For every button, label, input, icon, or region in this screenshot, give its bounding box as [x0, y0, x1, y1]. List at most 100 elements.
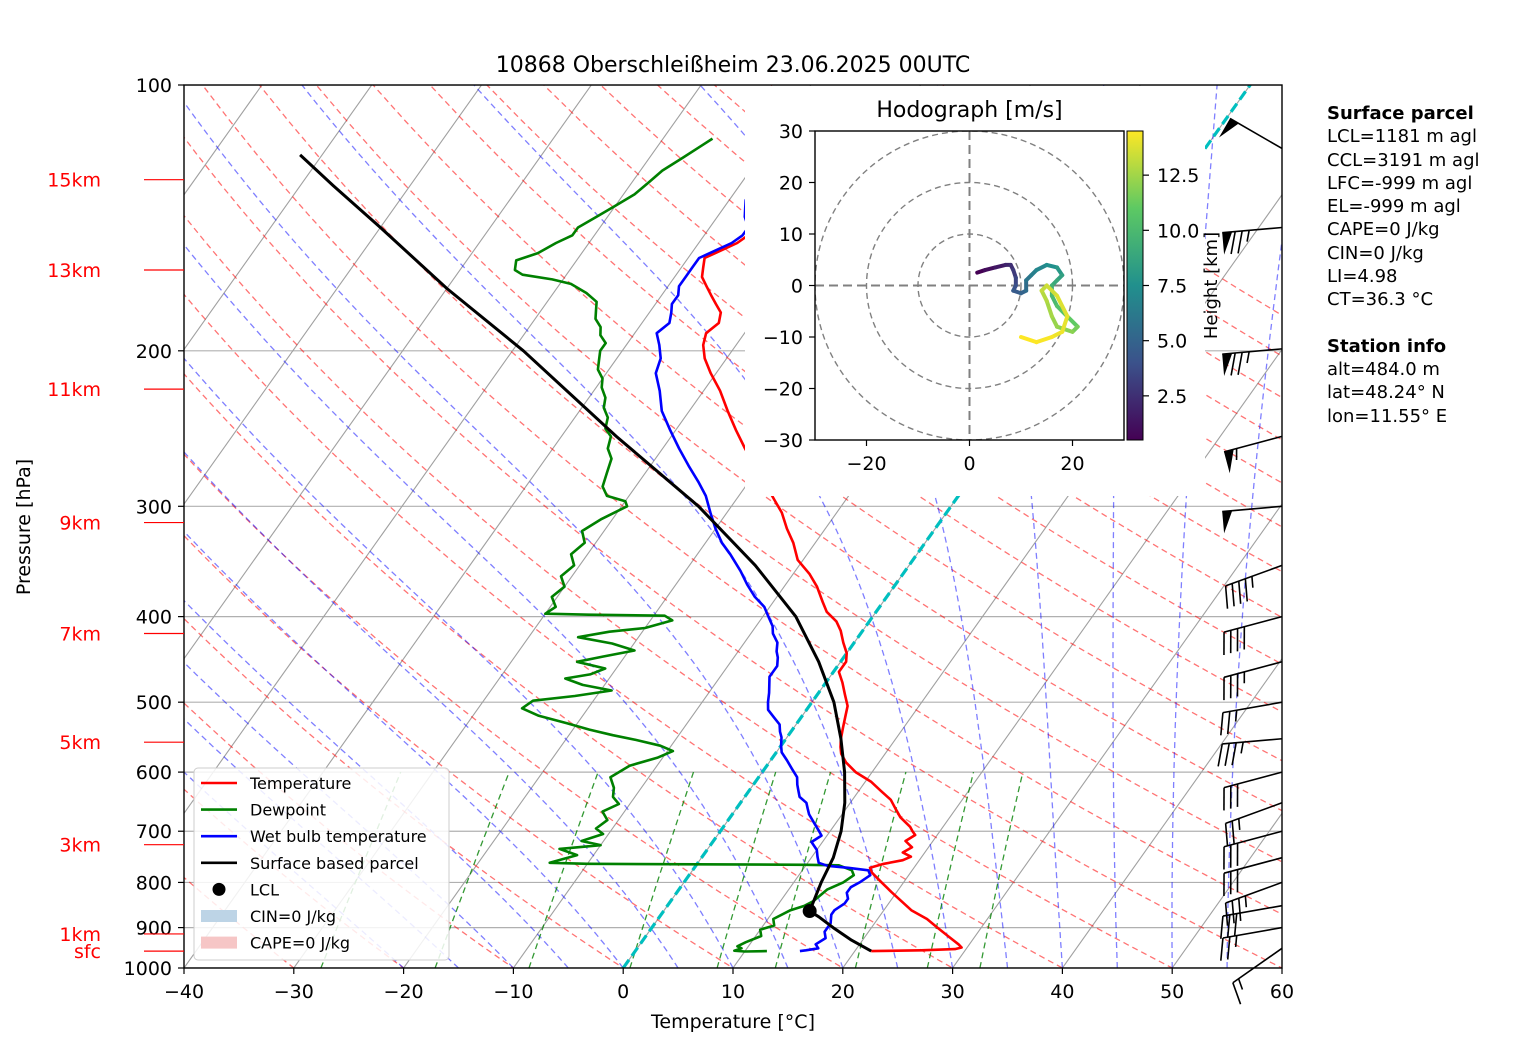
info-line-ccl: CCL=3191 m agl: [1327, 149, 1480, 171]
wind-barbs: [1217, 117, 1283, 1005]
wind-barb: [1222, 348, 1283, 376]
barb-flag: [1222, 231, 1233, 255]
y-tick-label: 700: [136, 821, 172, 843]
barb-full: [1220, 916, 1224, 939]
moist-adiabat: [184, 661, 514, 968]
height-tick-label: 5km: [59, 732, 101, 754]
dry-adiabat: [184, 617, 625, 968]
barb-full: [1231, 742, 1237, 766]
isotherm: [1061, 657, 1282, 968]
lcl-marker: [802, 904, 817, 919]
wind-barb: [1224, 564, 1283, 609]
wind-barb: [1220, 701, 1283, 736]
legend-item: Surface based parcel: [201, 854, 419, 873]
barb-full: [1232, 982, 1242, 1005]
info-line-el: EL=-999 m agl: [1327, 196, 1461, 218]
legend-label: LCL: [250, 880, 279, 899]
x-axis-label: Temperature [°C]: [650, 1011, 815, 1033]
dry-adiabat: [184, 214, 1174, 968]
x-tick-label: −40: [164, 981, 204, 1003]
sounding-series: [299, 131, 963, 953]
barb-staff: [1225, 564, 1283, 587]
wind-barb: [1217, 737, 1283, 767]
surface-parcel-heading: Surface parcel: [1327, 103, 1474, 124]
barb-half: [1246, 351, 1250, 364]
barb-full: [1226, 936, 1231, 960]
legend-label: CIN=0 J/kg: [250, 907, 336, 926]
wind-barb: [1232, 947, 1283, 1005]
moist-adiabat: [184, 101, 844, 968]
barb-staff: [1229, 117, 1283, 150]
moist-adiabat: [184, 243, 789, 968]
moist-adiabat: [301, 85, 899, 968]
mixing-ratio-line: [528, 771, 599, 968]
chart-title: 10868 Oberschleißheim 23.06.2025 00UTC: [496, 53, 971, 78]
barb-staff: [1222, 737, 1283, 745]
dry-adiabat: [184, 136, 1282, 968]
wind-barb: [1224, 881, 1283, 926]
station-line-lat: lat=48.24° N: [1327, 382, 1445, 404]
legend-item: Wet bulb temperature: [201, 827, 427, 846]
barb-half: [1246, 230, 1250, 242]
hodograph-y-tick-label: −10: [763, 327, 803, 349]
hodograph-x-tick-label: 0: [963, 453, 975, 475]
wind-barb: [1220, 926, 1283, 961]
hodograph-y-tick-label: −30: [763, 430, 803, 452]
y-tick-label: 100: [136, 75, 172, 97]
barb-staff: [1223, 771, 1283, 789]
station-line-lon: lon=11.55° E: [1327, 405, 1448, 427]
mixing-ratio-line: [716, 771, 777, 968]
wetbulb-line: [654, 131, 872, 953]
legend-item: CAPE=0 J/kg: [201, 934, 350, 953]
barb-staff: [1223, 856, 1283, 874]
height-tick-label: sfc: [74, 941, 101, 963]
barb-half: [1240, 741, 1244, 754]
station-line-alt: alt=484.0 m: [1327, 358, 1440, 380]
y-tick-label: 600: [136, 762, 172, 784]
wind-barb: [1223, 771, 1283, 811]
x-tick-label: 60: [1270, 981, 1294, 1003]
barb-full: [1224, 743, 1230, 766]
barb-full: [1231, 583, 1235, 607]
legend-swatch: [212, 882, 226, 896]
mixing-ratio-line: [774, 771, 832, 968]
y-axis-label: Pressure [hPa]: [13, 459, 35, 595]
legend: Temperature Dewpoint Wet bulb temperature S…: [193, 767, 450, 961]
temperature-line: [700, 131, 963, 953]
hodograph-y-tick-label: 20: [779, 173, 803, 195]
legend-swatch: [201, 936, 237, 949]
barb-full: [1224, 902, 1229, 926]
wind-barb: [1219, 117, 1283, 150]
hodograph-segment: [1060, 314, 1070, 334]
isotherm: [184, 85, 483, 506]
barb-half: [1237, 818, 1241, 830]
isotherm: [184, 85, 702, 815]
hodograph-y-tick-label: −20: [763, 379, 803, 401]
hodograph-segment: [1055, 293, 1070, 319]
dry-adiabat: [770, 85, 1282, 441]
hodograph-title: Hodograph [m/s]: [876, 98, 1062, 123]
x-tick-label: 0: [617, 981, 629, 1003]
y-tick-label: 900: [136, 918, 172, 940]
barb-staff: [1222, 348, 1283, 355]
mixing-ratio-line: [854, 771, 907, 968]
wind-barb: [1223, 615, 1283, 655]
barb-half: [1234, 710, 1238, 722]
wind-barb: [1223, 435, 1283, 474]
moist-adiabat: [184, 357, 734, 968]
barb-staff: [1225, 881, 1283, 904]
isotherm: [184, 85, 373, 351]
barb-full: [1237, 230, 1243, 254]
moist-adiabat: [1226, 235, 1282, 968]
colorbar-label: Height [km]: [1201, 232, 1222, 339]
y-tick-label: 1000: [124, 958, 172, 980]
barb-full: [1231, 900, 1235, 924]
barb-full: [1230, 352, 1236, 376]
barb-full: [1220, 937, 1224, 961]
dry-adiabat: [184, 293, 1064, 968]
barb-full: [1244, 578, 1249, 602]
wind-barb: [1224, 802, 1283, 847]
hodograph-segment: [1065, 314, 1080, 329]
hodograph-segment: [1044, 283, 1060, 298]
